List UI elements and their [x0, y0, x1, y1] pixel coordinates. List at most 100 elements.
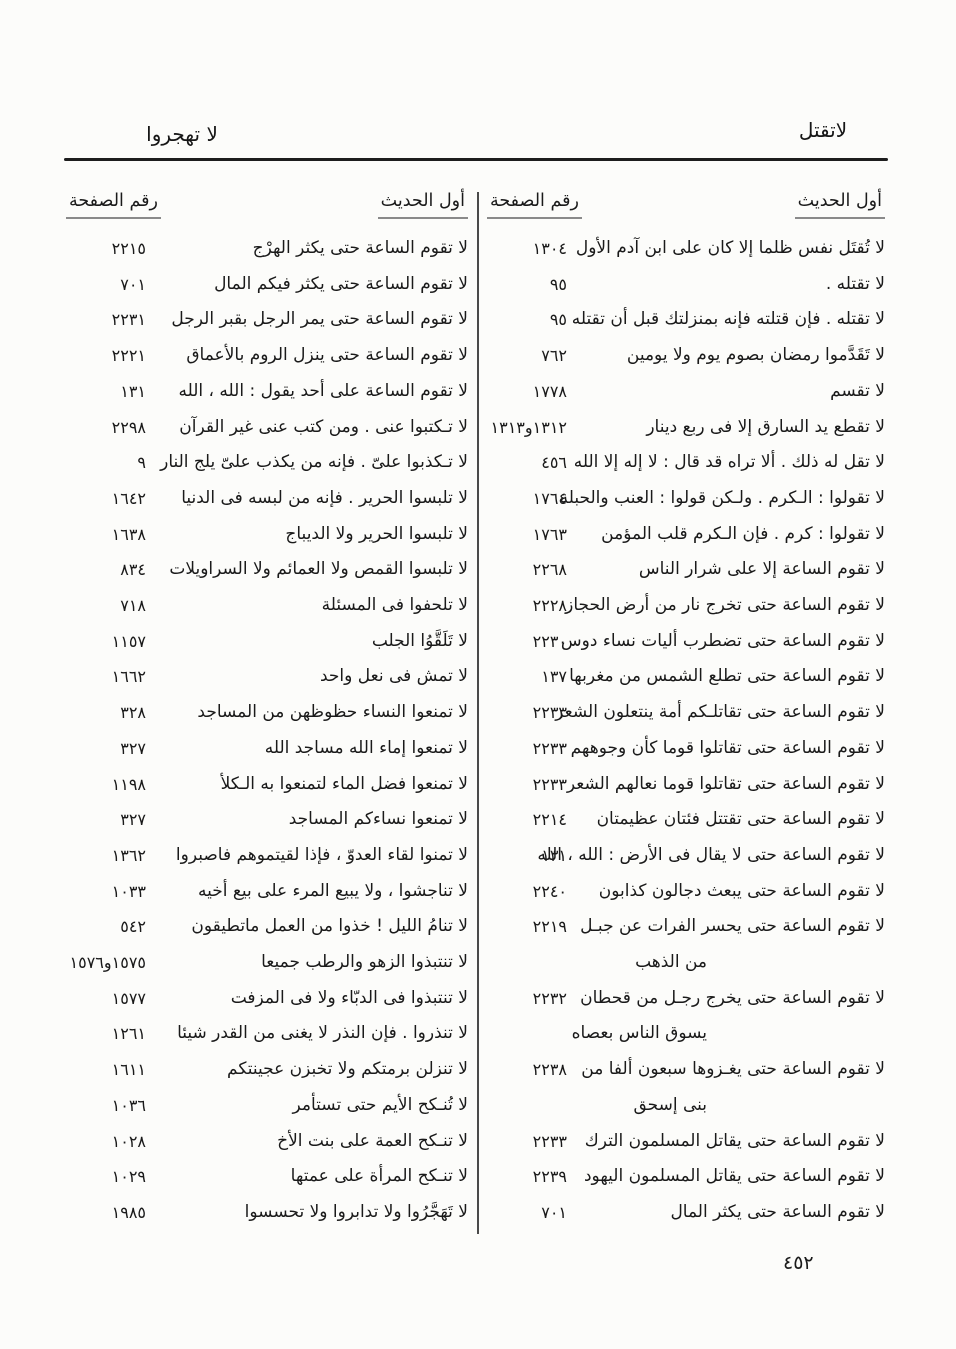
page-number: ١٠٣٦ — [111, 1095, 146, 1115]
column-headers: أول الحديث رقم الصفحة — [66, 190, 468, 231]
header-hadith-start: أول الحديث — [377, 192, 468, 220]
index-row: لا تنزلن برمتكم ولا تخبزن عجينتكم ١٦١١ — [66, 1052, 468, 1088]
hadith-text: لا تناجشوا ، ولا يبيع المرء على بيع أخيه — [197, 880, 468, 901]
index-rows-right: لا تُقتَل نفس ظلما إلا كان على ابن آدم ا… — [487, 231, 885, 1231]
hadith-text: لا تلبسوا الحرير ولا الديباج — [285, 523, 468, 544]
page-number: ٣٢٧ — [120, 810, 146, 830]
index-row: لا تلحفوا فى المسئلة ٧١٨ — [66, 588, 468, 624]
hadith-text: لا تنـكح المرأة على عمتها — [290, 1166, 468, 1187]
index-row: لا تلبسوا القمص ولا العمائم ولا السراويل… — [66, 552, 468, 588]
page-number: ٢٢٣٣ — [532, 774, 567, 794]
index-row: لا تنـكح العمة على بنت الأخ ١٠٢٨ — [66, 1124, 468, 1160]
index-row: لا تنتبذوا فى الدبّاء ولا فى المزفت ١٥٧٧ — [66, 981, 468, 1017]
hadith-text: لا تُنـكح الأيم حتى تستأمر — [292, 1094, 468, 1115]
hadith-text: لا تقوم الساعة حتى تقاتلـكم أمة ينتعلون … — [555, 702, 885, 723]
hadith-text: لا تـكتبوا عنى . ومن كتب عنى غير القرآن — [179, 416, 468, 437]
page-number: ٢٢١٥ — [111, 239, 146, 258]
page-number: ١٣٦٢ — [111, 845, 146, 865]
index-row: لا تلبسوا الحرير . فإنه من لبسه فى الدني… — [66, 481, 468, 517]
index-row: لا تقوم الساعة حتى لا يقال فى الأرض : ال… — [487, 838, 885, 874]
page-number: ١٣١٢و١٣١٣ — [490, 417, 567, 437]
index-row: لا تقولوا : كرم . فإن الـكرم قلب المؤمن ١… — [487, 517, 885, 553]
hadith-text: لا تقوم الساعة حتى يحسر الفرات عن جبـل — [580, 916, 885, 937]
running-head-left: لا تهجروا — [146, 122, 218, 146]
index-row: لا تقوم الساعة حتى تطلع الشمس من مغربها ١… — [487, 659, 885, 695]
hadith-text: لا تنـكح العمة على بنت الأخ — [277, 1130, 468, 1151]
index-row: لا تقوم الساعة حتى يكثر فيكم المال ٧٠١ — [66, 267, 468, 303]
index-row: لا تقولوا : الـكرم . ولـكن قولوا : العنب… — [487, 481, 885, 517]
index-row: لا تنامُ الليل ! خذوا من العمل ماتطيقون ٥… — [66, 909, 468, 945]
page-number: ٢٢٣٣ — [532, 1131, 567, 1151]
hadith-text: لا تقوم الساعة حتى يقاتل المسلمون اليهود — [583, 1166, 885, 1187]
hadith-text: لا تقوم الساعة حتى تقاتلوا قوما كأن وجوه… — [570, 737, 885, 758]
hadith-text: لا تقتله . فإن قتلته فإنه بمنزلتك قبل أن… — [571, 309, 885, 330]
index-row: لا تمنعوا النساء حظوظهن من المساجد ٣٢٨ — [66, 695, 468, 731]
hadith-text: لا تقوم الساعة حتى يكثر الهرْج — [252, 238, 468, 258]
hadith-text: لا تقولوا : كرم . فإن الـكرم قلب المؤمن — [601, 523, 885, 544]
page-number: ٩ — [137, 453, 146, 473]
hadith-text: لا تُقتَل نفس ظلما إلا كان على ابن آدم ا… — [575, 238, 885, 258]
page-number: ٢٢٢١ — [111, 346, 146, 366]
page-number: ٢٢٣٣ — [532, 738, 567, 758]
index-row: لا تقطع يد السارق إلا فى ربع دينار ١٣١٢و١… — [487, 410, 885, 446]
index-row: لا تمنوا لقاء العدوّ ، فإذا لقيتموهم فاص… — [66, 838, 468, 874]
page-number: ١٥٧٥و١٥٧٦ — [69, 953, 146, 973]
index-row: لا تـكتبوا عنى . ومن كتب عنى غير القرآن ٢… — [66, 410, 468, 446]
folio-page-number: ٤٥٢ — [783, 1252, 814, 1274]
index-rows-left: لا تقوم الساعة حتى يكثر الهرْج ٢٢١٥ لا تقو… — [66, 231, 468, 1231]
index-row: لا تقل له ذلك . ألا تراه قد قال : لا إله… — [487, 445, 885, 481]
page-number: ١١٩٨ — [111, 774, 146, 794]
page-number: ٢٢٣١ — [111, 310, 146, 330]
hadith-text: لا تقولوا : الـكرم . ولـكن قولوا : العنب… — [559, 487, 885, 508]
page-number: ٢٢٣٨ — [532, 1060, 567, 1080]
hadith-text: لا تقوم الساعة إلا على شرار الناس — [638, 559, 885, 580]
index-row: لا تَقَدَّموا رمضان بصوم يوم ولا يومين ٧٦… — [487, 338, 885, 374]
index-row: لا تقوم الساعة حتى يمر الرجل بقبر الرجل ٢… — [66, 302, 468, 338]
index-row: لا تـكذبوا علىّ . فإنه من يكذب علىّ يلج … — [66, 445, 468, 481]
header-page-number: رقم الصفحة — [487, 192, 582, 220]
page-number: ١٠٢٨ — [111, 1131, 146, 1151]
hadith-text: لا تقوم الساعة حتى يكثر فيكم المال — [214, 273, 468, 294]
hadith-text: لا تقوم الساعة على أحد يقول : الله ، الل… — [178, 380, 468, 401]
page-number: ١٩٨٥ — [111, 1202, 146, 1222]
index-row: لا تمنعوا فضل الماء لتمنعوا به الـكلأ ١١٩… — [66, 767, 468, 803]
page-number: ١٠٢٩ — [111, 1167, 146, 1187]
hadith-text: لا تقوم الساعة حتى يبعث دجالون كذابون — [598, 880, 885, 901]
page-number: ١١٥٧ — [111, 631, 146, 651]
hadith-text: لا تـكذبوا علىّ . فإنه من يكذب علىّ يلج … — [160, 452, 468, 473]
index-row: لا تنذروا . فإن النذر لا يغنى من القدر ش… — [66, 1016, 468, 1052]
page-number: ٩٥ — [549, 274, 567, 294]
index-row: لا تقوم الساعة حتى تقاتلوا قوما نعالهم ا… — [487, 767, 885, 803]
hadith-text: لا تقوم الساعة حتى ينزل الروم بالأعماق — [186, 345, 468, 366]
index-row: لا تُنـكح الأيم حتى تستأمر ١٠٣٦ — [66, 1088, 468, 1124]
index-row: لا تقوم الساعة حتى ينزل الروم بالأعماق ٢٢… — [66, 338, 468, 374]
hadith-text: لا تمنعوا فضل الماء لتمنعوا به الـكلأ — [220, 773, 468, 794]
page-number: ١٠٣٣ — [111, 881, 146, 901]
index-row: لا تُقتَل نفس ظلما إلا كان على ابن آدم ا… — [487, 231, 885, 267]
hadith-text: لا تنامُ الليل ! خذوا من العمل ماتطيقون — [191, 916, 468, 937]
hadith-text: لا تقوم الساعة حتى يغـزوها سبعون ألفا من — [581, 1059, 885, 1080]
page-number: ٢٢٢٨ — [532, 596, 567, 616]
hadith-text: لا تقتله . — [825, 273, 885, 294]
page-number: ١٧٦٤ — [532, 488, 567, 508]
index-row: لا تمش فى نعل واحد ١٦٦٢ — [66, 659, 468, 695]
page-number: ٢٢٦٨ — [532, 560, 567, 580]
index-row: لا تَلَقَّوُا الجلب ١١٥٧ — [66, 624, 468, 660]
index-row: لا تلبسوا الحرير ولا الديباج ١٦٣٨ — [66, 517, 468, 553]
running-head-right: لاتقتل — [798, 118, 848, 142]
index-row: لا تقوم الساعة حتى يغـزوها سبعون ألفا من… — [487, 1052, 885, 1123]
page-number: ١٦١١ — [111, 1060, 146, 1080]
index-row: لا تقوم الساعة حتى يخرج رجـل من قحطان يسو… — [487, 981, 885, 1052]
page-number: ٥٤٢ — [120, 917, 146, 937]
hadith-text: لا تقوم الساعة حتى تقاتلوا قوما نعالهم ا… — [566, 773, 885, 794]
page-number: ٨٣٤ — [120, 560, 146, 580]
page-number: ٧٠١ — [120, 274, 146, 294]
hadith-text: لا تلحفوا فى المسئلة — [321, 595, 468, 616]
index-row: لا تقوم الساعة حتى يقاتل المسلمون اليهود… — [487, 1159, 885, 1195]
hadith-text: لا تمنعوا إماء الله مساجد الله — [264, 737, 468, 758]
hadith-text: لا تقوم الساعة حتى تخرج نار من أرض الحجا… — [565, 595, 885, 616]
index-row: لا تقوم الساعة على أحد يقول : الله ، الل… — [66, 374, 468, 410]
index-row: لا تقوم الساعة حتى يحسر الفرات عن جبـل من… — [487, 909, 885, 980]
page-number: ١٣١ — [541, 845, 567, 865]
